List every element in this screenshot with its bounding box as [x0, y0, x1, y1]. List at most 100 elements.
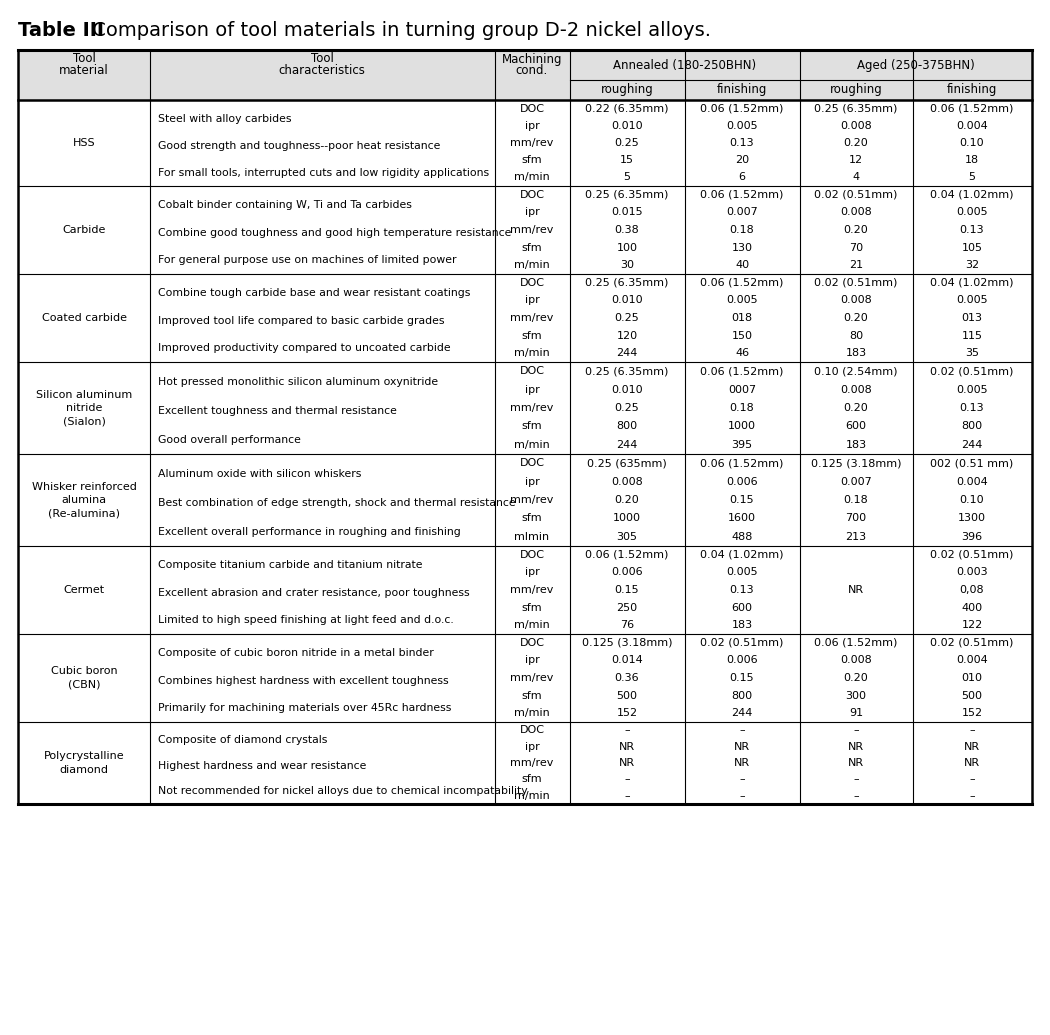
Text: 0.06 (1.52mm): 0.06 (1.52mm) — [700, 277, 783, 288]
Text: –: – — [969, 726, 974, 735]
Text: 80: 80 — [849, 330, 863, 341]
Text: Improved tool life compared to basic carbide grades: Improved tool life compared to basic car… — [158, 316, 444, 326]
Text: 0.005: 0.005 — [727, 567, 758, 578]
Text: 32: 32 — [965, 260, 979, 270]
Text: 5: 5 — [624, 173, 630, 182]
Text: 5: 5 — [968, 173, 975, 182]
Text: 0.25: 0.25 — [614, 138, 639, 148]
Text: m/min: m/min — [514, 791, 550, 801]
Text: NR: NR — [964, 758, 980, 768]
Text: 0.06 (1.52mm): 0.06 (1.52mm) — [700, 366, 783, 376]
Text: 0.25: 0.25 — [614, 403, 639, 413]
Text: 0.008: 0.008 — [611, 476, 643, 486]
Text: m/min: m/min — [514, 260, 550, 270]
Text: Cobalt binder containing W, Ti and Ta carbides: Cobalt binder containing W, Ti and Ta ca… — [158, 200, 412, 210]
Text: Table III: Table III — [18, 21, 104, 39]
Text: 0.008: 0.008 — [840, 295, 871, 305]
Text: 500: 500 — [616, 690, 637, 701]
Text: 100: 100 — [616, 242, 637, 253]
Text: 0.004: 0.004 — [957, 121, 988, 130]
Text: –: – — [969, 791, 974, 801]
Text: Coated carbide: Coated carbide — [42, 313, 126, 323]
Text: DOC: DOC — [520, 459, 545, 468]
Text: NR: NR — [848, 758, 864, 768]
Text: 002 (0.51 mm): 002 (0.51 mm) — [930, 459, 1013, 468]
Text: 0.005: 0.005 — [957, 295, 988, 305]
Text: sfm: sfm — [522, 330, 542, 341]
Text: 0.006: 0.006 — [727, 655, 758, 666]
Text: Highest hardness and wear resistance: Highest hardness and wear resistance — [158, 761, 366, 771]
Text: 70: 70 — [849, 242, 863, 253]
Text: 30: 30 — [620, 260, 634, 270]
Text: Not recommended for nickel alloys due to chemical incompatability: Not recommended for nickel alloys due to… — [158, 787, 527, 796]
Text: Silicon aluminum
nitride
(Sialon): Silicon aluminum nitride (Sialon) — [36, 390, 132, 426]
Text: Polycrystalline
diamond: Polycrystalline diamond — [44, 751, 124, 774]
Text: DOC: DOC — [520, 189, 545, 200]
Text: ipr: ipr — [525, 121, 540, 130]
Text: 0.04 (1.02mm): 0.04 (1.02mm) — [930, 277, 1013, 288]
Text: Composite titanium carbide and titanium nitrate: Composite titanium carbide and titanium … — [158, 560, 422, 570]
Text: Combine tough carbide base and wear resistant coatings: Combine tough carbide base and wear resi… — [158, 289, 470, 298]
Text: 0.06 (1.52mm): 0.06 (1.52mm) — [930, 104, 1013, 114]
Text: 018: 018 — [732, 313, 753, 323]
Text: 395: 395 — [732, 440, 753, 450]
Text: –: – — [854, 726, 859, 735]
Text: ipr: ipr — [525, 655, 540, 666]
Text: 0.18: 0.18 — [730, 403, 754, 413]
Text: Machining: Machining — [502, 53, 562, 65]
Text: 0.02 (0.51mm): 0.02 (0.51mm) — [815, 277, 898, 288]
Text: mm/rev: mm/rev — [510, 225, 553, 235]
Text: 0.25: 0.25 — [614, 313, 639, 323]
Text: 0007: 0007 — [728, 385, 756, 394]
Text: –: – — [624, 726, 630, 735]
Text: 0.18: 0.18 — [730, 225, 754, 235]
Text: Combines highest hardness with excellent toughness: Combines highest hardness with excellent… — [158, 676, 448, 686]
Text: Comparison of tool materials in turning group D-2 nickel alloys.: Comparison of tool materials in turning … — [86, 21, 711, 39]
Text: 300: 300 — [845, 690, 866, 701]
Text: NR: NR — [734, 758, 750, 768]
Text: Excellent toughness and thermal resistance: Excellent toughness and thermal resistan… — [158, 406, 397, 416]
Text: NR: NR — [848, 742, 864, 751]
Text: 305: 305 — [616, 532, 637, 541]
Text: mm/rev: mm/rev — [510, 758, 553, 768]
Text: 0.06 (1.52mm): 0.06 (1.52mm) — [585, 550, 669, 560]
Text: 500: 500 — [962, 690, 983, 701]
Text: 0.005: 0.005 — [727, 295, 758, 305]
Text: 0.15: 0.15 — [614, 585, 639, 595]
Text: finishing: finishing — [947, 84, 998, 96]
Text: Aged (250-375BHN): Aged (250-375BHN) — [857, 59, 974, 71]
Text: 0.20: 0.20 — [843, 673, 868, 683]
Text: 213: 213 — [845, 532, 866, 541]
Text: Cubic boron
(CBN): Cubic boron (CBN) — [50, 667, 118, 689]
Text: 0.20: 0.20 — [843, 138, 868, 148]
Text: 010: 010 — [962, 673, 983, 683]
Text: NR: NR — [848, 585, 864, 595]
Text: 105: 105 — [962, 242, 983, 253]
Text: 1300: 1300 — [958, 513, 986, 524]
Text: –: – — [739, 726, 744, 735]
Text: 800: 800 — [616, 421, 637, 432]
Text: DOC: DOC — [520, 550, 545, 560]
Text: 20: 20 — [735, 155, 749, 166]
Text: 800: 800 — [732, 690, 753, 701]
Text: finishing: finishing — [717, 84, 768, 96]
Text: 0.010: 0.010 — [611, 121, 643, 130]
Text: 0.003: 0.003 — [957, 567, 988, 578]
Text: 18: 18 — [965, 155, 979, 166]
Text: 46: 46 — [735, 348, 749, 358]
Text: 0.015: 0.015 — [611, 207, 643, 217]
Text: 0.15: 0.15 — [730, 673, 754, 683]
Text: Steel with alloy carbides: Steel with alloy carbides — [158, 114, 292, 124]
Text: sfm: sfm — [522, 774, 542, 785]
Text: 013: 013 — [962, 313, 983, 323]
Text: 0.02 (0.51mm): 0.02 (0.51mm) — [930, 638, 1013, 648]
Text: 244: 244 — [731, 708, 753, 718]
Text: mm/rev: mm/rev — [510, 673, 553, 683]
Text: 0.005: 0.005 — [957, 385, 988, 394]
Text: 488: 488 — [731, 532, 753, 541]
Text: 0.06 (1.52mm): 0.06 (1.52mm) — [700, 459, 783, 468]
Text: Aluminum oxide with silicon whiskers: Aluminum oxide with silicon whiskers — [158, 469, 361, 479]
Text: 1000: 1000 — [728, 421, 756, 432]
Text: 4: 4 — [853, 173, 860, 182]
Text: 244: 244 — [616, 348, 637, 358]
